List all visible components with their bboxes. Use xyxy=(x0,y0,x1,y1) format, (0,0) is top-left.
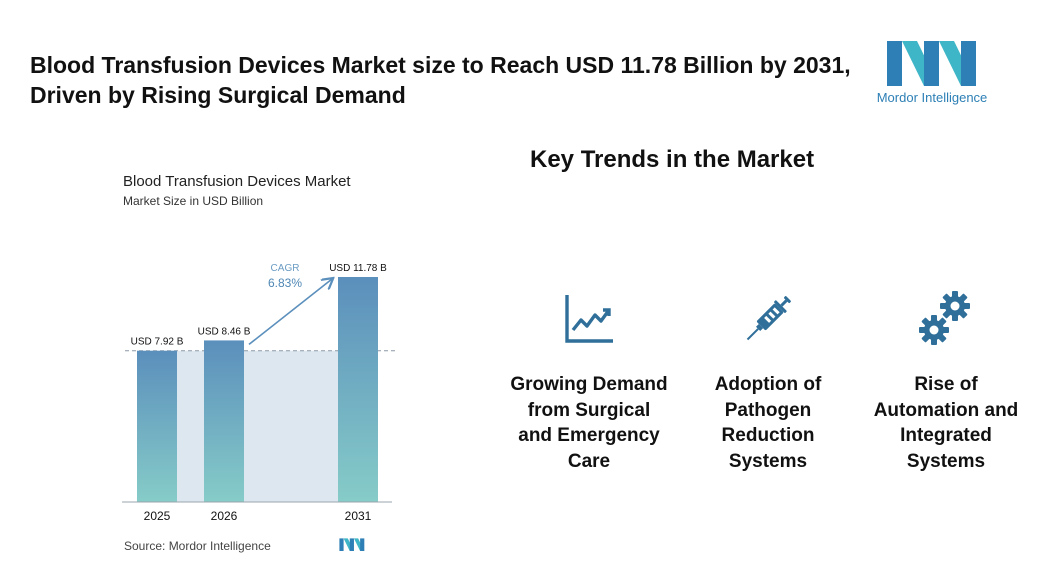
trend-automation: Rise of Automation and Integrated System… xyxy=(866,280,1026,474)
bar-2025 xyxy=(137,350,177,502)
chart-background-shade xyxy=(137,350,378,502)
mordor-logo-mark-icon xyxy=(887,41,976,86)
growth-chart-icon xyxy=(565,295,613,343)
mordor-logo: Mordor Intelligence xyxy=(872,36,992,108)
market-size-chart: USD 7.92 B 2025 USD 8.46 B 2026 USD 11.78 B 2… xyxy=(122,263,395,523)
chart-subtitle: Market Size in USD Billion xyxy=(123,194,264,208)
trend-label: Rise of Automation and Integrated System… xyxy=(873,374,1019,472)
trend-label: Adoption of Pathogen Reduction Systems xyxy=(714,374,822,472)
trend-growing-demand: Growing Demand from Surgical and Emergen… xyxy=(509,280,669,474)
bar-2026 xyxy=(204,340,244,502)
bar-2031 xyxy=(338,277,378,502)
x-tick-2026: 2026 xyxy=(211,509,238,523)
source-logo-icon xyxy=(339,538,365,551)
x-tick-2031: 2031 xyxy=(345,509,372,523)
key-trends-title: Key Trends in the Market xyxy=(530,146,815,173)
data-label-2031: USD 11.78 B xyxy=(329,263,387,274)
page-headline: Blood Transfusion Devices Market size to… xyxy=(30,52,851,108)
cagr-value: 6.83% xyxy=(268,276,302,290)
mordor-logo-text: Mordor Intelligence xyxy=(876,90,988,105)
data-label-2025: USD 7.92 B xyxy=(131,337,184,348)
gears-icon xyxy=(919,291,970,345)
x-tick-2025: 2025 xyxy=(144,509,171,523)
syringe-icon xyxy=(746,296,791,341)
cagr-label: CAGR xyxy=(271,263,300,274)
cagr-arrow xyxy=(248,279,332,346)
trend-label: Growing Demand from Surgical and Emergen… xyxy=(510,374,668,472)
chart-source: Source: Mordor Intelligence xyxy=(124,539,271,553)
data-label-2026: USD 8.46 B xyxy=(198,326,251,337)
trend-pathogen-reduction: Adoption of Pathogen Reduction Systems xyxy=(688,280,848,474)
chart-title: Blood Transfusion Devices Market xyxy=(123,173,351,190)
